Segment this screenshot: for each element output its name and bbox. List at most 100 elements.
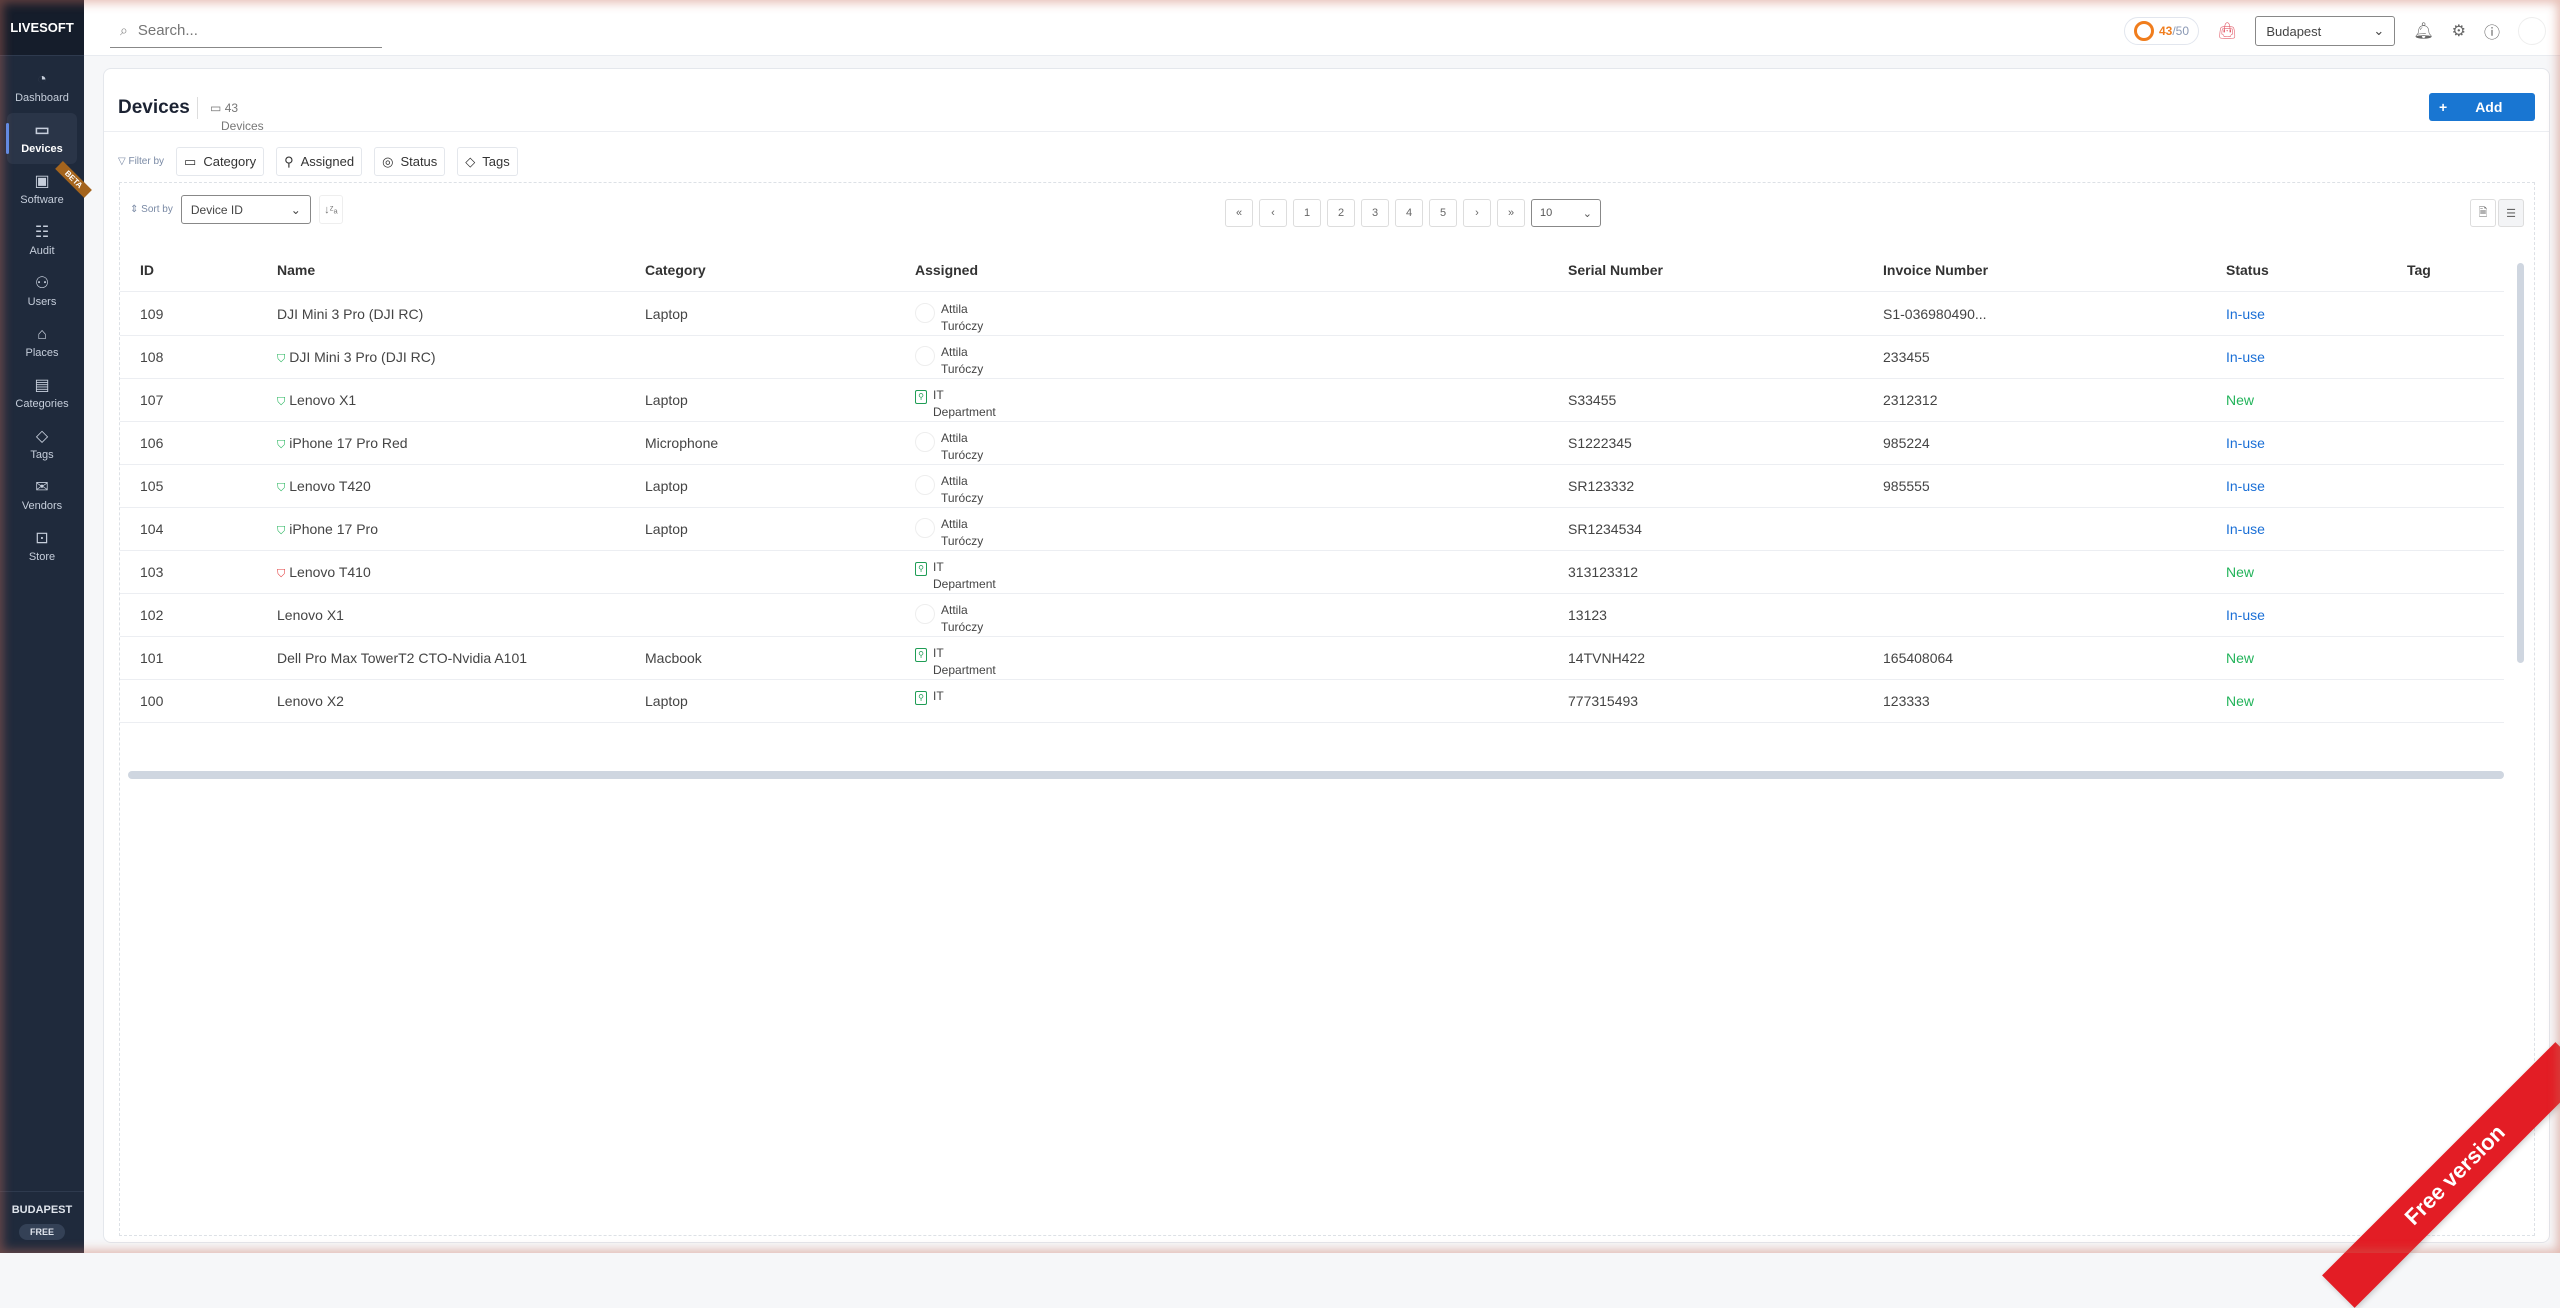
- cell-assigned[interactable]: Attila Turóczy: [915, 516, 983, 550]
- cell-name[interactable]: Lenovo X1: [277, 607, 344, 623]
- column-header[interactable]: Category: [645, 262, 706, 278]
- columns-icon[interactable]: ☰: [2498, 199, 2524, 227]
- cell-assigned[interactable]: Attila Turóczy: [915, 473, 983, 507]
- cell-name[interactable]: Lenovo X2: [277, 693, 344, 709]
- sort-select[interactable]: Device ID ⌄: [180, 195, 311, 224]
- last-page-button[interactable]: »: [1497, 199, 1525, 227]
- cell-name[interactable]: ⛉ iPhone 17 Pro Red: [277, 435, 408, 451]
- avatar[interactable]: [2518, 17, 2546, 45]
- table-row[interactable]: 106 ⛉ iPhone 17 Pro Red Microphone Attila Tur…: [120, 422, 2504, 465]
- export-excel-icon[interactable]: 🗎︎: [2470, 199, 2496, 227]
- pagination: « ‹ 1 2 3 4 5 › » 10 ⌄: [1225, 199, 1601, 227]
- table-row[interactable]: 105 ⛉ Lenovo T420 Laptop Attila Turóczy SR1233…: [120, 465, 2504, 508]
- table-row[interactable]: 108 ⛉ DJI Mini 3 Pro (DJI RC) Attila Turóczy…: [120, 336, 2504, 379]
- add-device-button[interactable]: + Add: [2429, 93, 2535, 121]
- page-4[interactable]: 4: [1395, 199, 1423, 227]
- sidebar-item-devices[interactable]: ▭ Devices: [6, 113, 77, 164]
- search-input[interactable]: [137, 22, 358, 39]
- assignee-line2: Turóczy: [941, 620, 984, 634]
- sidebar-item-tags[interactable]: ◇ Tags: [0, 419, 84, 470]
- column-header[interactable]: ID: [140, 262, 154, 278]
- table-row[interactable]: 103 ⛉ Lenovo T410 ⚲ IT Department 313123312 New: [120, 551, 2504, 594]
- page-1[interactable]: 1: [1293, 199, 1321, 227]
- table-row[interactable]: 109 DJI Mini 3 Pro (DJI RC) Laptop Attila Tu…: [120, 293, 2504, 336]
- add-label: Add: [2475, 99, 2503, 115]
- table-row[interactable]: 101 Dell Pro Max TowerT2 CTO-Nvidia A101 M…: [120, 637, 2504, 680]
- cell-invoice: 233455: [1883, 349, 1930, 365]
- column-header[interactable]: Invoice Number: [1883, 262, 1989, 278]
- cell-assigned[interactable]: Attila Turóczy: [915, 602, 983, 636]
- sidebar-item-categories[interactable]: ▤ Categories: [0, 368, 84, 419]
- tag-icon: ◇: [465, 153, 476, 169]
- column-header[interactable]: Serial Number: [1568, 262, 1663, 278]
- column-header[interactable]: Tag: [2407, 262, 2431, 278]
- sidebar-item-places[interactable]: ⌂ Places: [0, 317, 84, 368]
- sidebar-item-vendors[interactable]: ✉ Vendors: [0, 470, 84, 521]
- table-row[interactable]: 104 ⛉ iPhone 17 Pro Laptop Attila Turóczy SR12…: [120, 508, 2504, 551]
- shield-check-icon: ⛉: [277, 353, 286, 365]
- page-5[interactable]: 5: [1429, 199, 1457, 227]
- filter-assigned[interactable]: ⚲ Assigned: [276, 147, 363, 176]
- search-box[interactable]: ⌕: [110, 14, 382, 48]
- table-row[interactable]: 102 Lenovo X1 Attila Turóczy 13123 In-use: [120, 594, 2504, 637]
- sidebar-item-users[interactable]: ⚇ Users: [0, 266, 84, 317]
- filter-tags[interactable]: ◇ Tags: [457, 147, 518, 176]
- page-size-select[interactable]: 10 ⌄: [1531, 199, 1601, 227]
- help-icon[interactable]: ⓘ: [2483, 25, 2500, 42]
- cell-name[interactable]: ⛉ Lenovo T420: [277, 478, 371, 494]
- filter-status[interactable]: ◎ Status: [374, 147, 446, 176]
- page-2[interactable]: 2: [1327, 199, 1355, 227]
- bell-icon[interactable]: 🔔︎: [2413, 23, 2434, 40]
- device-quota[interactable]: 43/50: [2123, 17, 2200, 45]
- cell-name[interactable]: ⛉ Lenovo X1: [277, 392, 357, 408]
- cell-name[interactable]: ⛉ DJI Mini 3 Pro (DJI RC): [277, 349, 436, 365]
- shop-bag-icon[interactable]: 👜︎: [2217, 23, 2238, 40]
- location-select[interactable]: Budapest ⌄: [2255, 16, 2396, 46]
- cell-name[interactable]: ⛉ Lenovo T410: [277, 564, 371, 580]
- cell-assigned[interactable]: Attila Turóczy: [915, 301, 983, 335]
- cell-id: 100: [140, 693, 164, 709]
- assignee-line1: Attila: [941, 603, 968, 617]
- vertical-scrollbar[interactable]: [2517, 263, 2524, 663]
- column-header[interactable]: Assigned: [915, 262, 979, 278]
- status-icon: ◎: [382, 153, 394, 169]
- cell-name[interactable]: DJI Mini 3 Pro (DJI RC): [277, 306, 424, 322]
- sort-za-icon: ↓ᶻₐ: [324, 203, 338, 216]
- gear-icon[interactable]: ⚙: [2451, 23, 2466, 40]
- assignee-line1: Attila: [941, 345, 968, 359]
- cell-invoice: 123333: [1883, 693, 1930, 709]
- department-icon: ⚲: [915, 648, 927, 662]
- horizontal-scrollbar[interactable]: [128, 771, 2504, 779]
- cell-category: Laptop: [645, 521, 688, 537]
- sidebar-item-store[interactable]: ⊡ Store: [0, 521, 84, 572]
- sidebar-item-software[interactable]: ▣ Software BETA: [0, 161, 92, 215]
- search-icon: ⌕: [120, 22, 128, 38]
- assignee-line1: IT: [933, 388, 944, 402]
- column-header[interactable]: Status: [2226, 262, 2269, 278]
- first-page-button[interactable]: «: [1225, 199, 1253, 227]
- cell-assigned[interactable]: ⚲ IT Department: [915, 387, 996, 421]
- table-row[interactable]: 107 ⛉ Lenovo X1 Laptop ⚲ IT Department S33455 23…: [120, 379, 2504, 422]
- cell-assigned[interactable]: ⚲ IT Department: [915, 559, 996, 593]
- column-header[interactable]: Name: [277, 262, 316, 278]
- next-page-button[interactable]: ›: [1463, 199, 1491, 227]
- table-row[interactable]: 100 Lenovo X2 Laptop ⚲ IT 777315493 123333 New: [120, 680, 2504, 723]
- sidebar-item-label: Places: [25, 347, 59, 359]
- cell-name[interactable]: Dell Pro Max TowerT2 CTO-Nvidia A101: [277, 650, 528, 666]
- sidebar-item-label: Users: [27, 296, 57, 308]
- software-icon: ▣: [34, 173, 50, 190]
- page-3[interactable]: 3: [1361, 199, 1389, 227]
- cell-assigned[interactable]: Attila Turóczy: [915, 430, 983, 464]
- status-badge: New: [2226, 693, 2255, 709]
- cell-assigned[interactable]: ⚲ IT: [915, 688, 944, 705]
- filter-category[interactable]: ▭ Category: [176, 147, 265, 176]
- cell-assigned[interactable]: Attila Turóczy: [915, 344, 983, 378]
- cell-name[interactable]: ⛉ iPhone 17 Pro: [277, 521, 378, 537]
- prev-page-button[interactable]: ‹: [1259, 199, 1287, 227]
- sidebar-item-audit[interactable]: ☷ Audit: [0, 215, 84, 266]
- cell-assigned[interactable]: ⚲ IT Department: [915, 645, 996, 679]
- plan-badge[interactable]: FREE: [18, 1224, 65, 1240]
- sort-direction-button[interactable]: ↓ᶻₐ: [318, 195, 343, 224]
- cell-id: 103: [140, 564, 164, 580]
- sidebar-item-dashboard[interactable]: ◔ Dashboard: [0, 62, 84, 113]
